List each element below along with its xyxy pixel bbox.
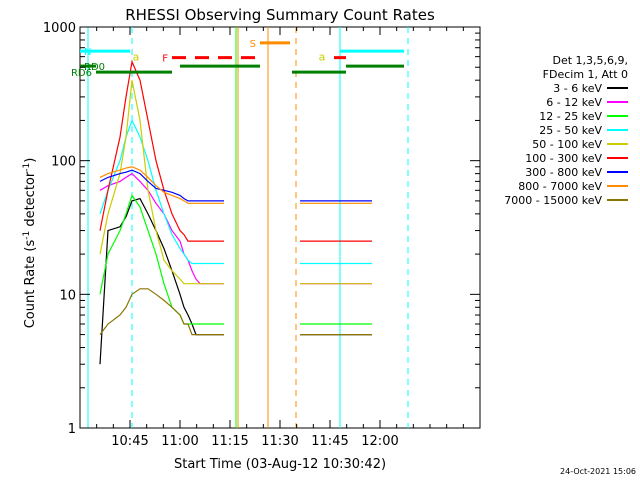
- count-rate-series: [99, 59, 372, 365]
- flag-bar-label: RD6: [71, 68, 92, 79]
- plot-frame: [79, 26, 481, 429]
- x-tick-label: 12:00: [361, 434, 398, 449]
- series-line: [99, 169, 224, 202]
- x-tick-label: 11:00: [161, 434, 198, 449]
- series-line: [99, 197, 224, 365]
- y-tick-label: 100: [51, 155, 76, 170]
- series-line: [99, 59, 224, 242]
- flag-bar-label: S: [250, 39, 256, 50]
- flag-bar-label: RD0: [84, 62, 105, 73]
- x-tick-label: 11:30: [261, 434, 298, 449]
- flag-bar-label: N: [84, 47, 91, 58]
- x-tick-label: 11:45: [311, 434, 348, 449]
- legend-label: 800 - 7000 keV: [518, 180, 602, 193]
- attenuator-marker-label: a: [319, 51, 326, 64]
- x-tick-label: 11:15: [211, 434, 248, 449]
- chart-title: RHESSI Observing Summary Count Rates: [125, 6, 435, 24]
- y-tick-label: 10: [59, 288, 76, 303]
- legend-label: 12 - 25 keV: [539, 110, 602, 123]
- y-axis-label-sup1: -1: [22, 231, 32, 240]
- legend-label: 6 - 12 keV: [546, 96, 602, 109]
- series-line: [99, 288, 224, 336]
- legend-header-line2: FDecim 1, Att 0: [543, 68, 628, 81]
- y-axis-label-part1: Count Rate (s: [23, 240, 38, 329]
- legend-label: 3 - 6 keV: [553, 82, 602, 95]
- plot-axes: [79, 26, 481, 429]
- series-line: [99, 194, 224, 325]
- y-axis-label-part2: detector: [23, 171, 38, 231]
- y-axis-label-part3: ): [23, 158, 38, 163]
- flag-bar-label: F: [162, 54, 168, 65]
- y-tick-label: 1: [68, 422, 76, 437]
- vertical-marker-lines: [87, 27, 409, 428]
- x-tick-label: 10:45: [111, 434, 148, 449]
- legend-header-line1: Det 1,3,5,6,9,: [552, 54, 628, 67]
- series-line: [99, 80, 224, 285]
- footer-date: 24-Oct-2021 15:06: [560, 467, 636, 476]
- y-axis-label: Count Rate (s-1 detector-1): [22, 158, 38, 329]
- legend: Det 1,3,5,6,9, FDecim 1, Att 0 3 - 6 keV…: [504, 54, 628, 207]
- y-tick-label: 1000: [43, 21, 76, 36]
- axis-ticks: 10:45 11:00 11:15 11:30 11:45 12:00 1 10 100 1000: [43, 21, 480, 449]
- legend-label: 100 - 300 keV: [525, 152, 602, 165]
- x-axis-label: Start Time (03-Aug-12 10:30:42): [174, 457, 386, 472]
- legend-label: 25 - 50 keV: [539, 124, 602, 137]
- y-axis-label-sup2: -1: [22, 163, 32, 172]
- series-line: [99, 166, 224, 204]
- legend-label: 300 - 800 keV: [525, 166, 602, 179]
- legend-label: 50 - 100 keV: [532, 138, 602, 151]
- attenuator-marker-label: a: [133, 51, 140, 64]
- legend-label: 7000 - 15000 keV: [504, 194, 602, 207]
